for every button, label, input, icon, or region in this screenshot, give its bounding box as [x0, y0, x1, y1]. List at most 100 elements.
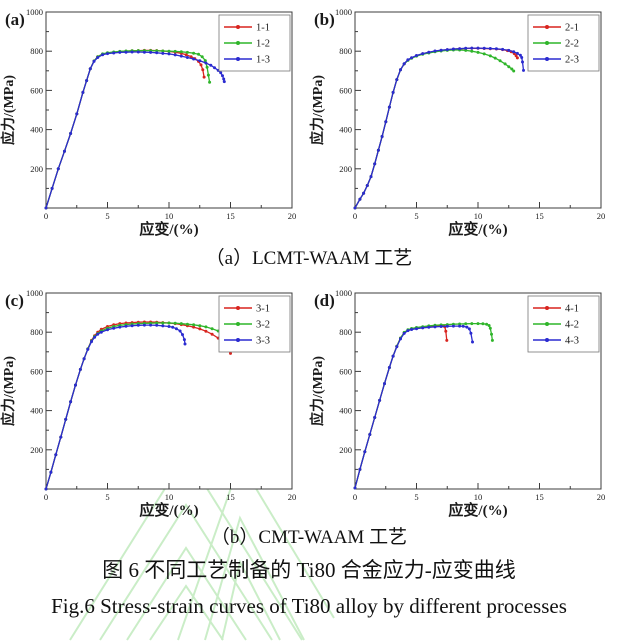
- series-marker-2-3: [470, 46, 474, 50]
- series-marker-1-1: [189, 55, 193, 59]
- series-marker-3-3: [106, 328, 109, 332]
- y-axis-label: 应力/(MPa): [0, 75, 17, 145]
- legend-marker-2-2: [545, 41, 549, 45]
- series-marker-1-3: [85, 79, 89, 83]
- series-marker-2-3: [391, 90, 395, 94]
- series-marker-2-2: [498, 59, 502, 63]
- y-tick-label: 200: [339, 164, 352, 174]
- series-marker-3-3: [178, 329, 182, 333]
- series-marker-1-3: [44, 206, 48, 210]
- series-marker-4-3: [391, 354, 395, 358]
- series-marker-2-3: [376, 148, 380, 152]
- series-marker-4-3: [378, 398, 382, 402]
- series-marker-4-3: [458, 324, 462, 328]
- legend-label-2-2: 2-2: [565, 39, 579, 50]
- legend-marker-3-1: [236, 306, 240, 310]
- series-marker-3-1: [229, 351, 232, 355]
- series-marker-1-2: [173, 49, 177, 53]
- series-marker-2-2: [510, 67, 514, 71]
- series-marker-2-3: [358, 197, 362, 201]
- series-marker-4-3: [439, 325, 443, 328]
- series-marker-1-2: [200, 55, 204, 59]
- x-tick-label: 5: [105, 211, 109, 221]
- series-marker-3-3: [130, 324, 134, 328]
- series-marker-4-3: [465, 325, 469, 329]
- legend-marker-2-3: [545, 57, 549, 61]
- series-marker-1-3: [155, 51, 159, 55]
- caption-group-a: （a）LCMT-WAAM 工艺: [205, 248, 413, 269]
- series-marker-3-3: [112, 326, 116, 330]
- legend-marker-1-1: [236, 25, 240, 29]
- series-marker-3-3: [74, 383, 77, 387]
- series-marker-2-3: [369, 175, 373, 179]
- y-tick-label: 400: [339, 125, 352, 135]
- series-marker-3-2: [192, 323, 196, 327]
- series-marker-1-2: [167, 49, 171, 53]
- series-marker-3-3: [124, 324, 128, 328]
- series-marker-4-3: [427, 325, 431, 329]
- series-marker-1-1: [199, 63, 203, 67]
- series-marker-3-3: [155, 323, 159, 327]
- series-marker-3-3: [174, 327, 178, 331]
- series-marker-4-3: [445, 324, 449, 328]
- series-marker-2-3: [353, 206, 357, 210]
- series-marker-4-3: [358, 467, 362, 471]
- y-tick-label: 600: [30, 366, 43, 376]
- series-marker-2-3: [439, 48, 443, 52]
- series-marker-1-3: [173, 53, 177, 57]
- series-marker-2-3: [512, 50, 516, 54]
- series-marker-1-1: [201, 68, 205, 72]
- series-marker-4-3: [373, 416, 377, 419]
- series-marker-2-3: [507, 48, 511, 52]
- series-marker-3-3: [69, 400, 73, 404]
- x-axis-label: 应变/(%): [139, 501, 198, 519]
- legend-label-1-3: 1-3: [256, 55, 270, 66]
- series-marker-1-3: [142, 50, 146, 54]
- series-marker-2-2: [503, 62, 507, 66]
- y-tick-label: 400: [30, 406, 43, 416]
- series-marker-4-1: [444, 329, 448, 333]
- series-marker-4-3: [383, 382, 386, 386]
- series-marker-2-3: [402, 62, 406, 66]
- figure-caption-chinese: 图 6 不同工艺制备的 Ti80 合金应力-应变曲线: [102, 558, 516, 582]
- series-marker-2-3: [380, 135, 384, 138]
- series-marker-3-3: [99, 330, 103, 334]
- series-marker-2-1: [515, 56, 519, 60]
- series-marker-2-2: [476, 50, 480, 54]
- series-marker-4-3: [368, 433, 372, 436]
- series-marker-1-1: [202, 75, 206, 79]
- series-marker-3-3: [90, 340, 93, 344]
- series-marker-3-3: [149, 323, 153, 327]
- series-marker-1-3: [96, 56, 100, 59]
- series-marker-1-3: [112, 51, 116, 55]
- series-marker-3-3: [171, 325, 175, 329]
- series-marker-2-3: [406, 58, 410, 62]
- series-marker-1-3: [69, 132, 73, 135]
- series-marker-4-2: [458, 322, 462, 326]
- series-marker-3-2: [161, 321, 165, 325]
- series-marker-3-2: [204, 325, 208, 329]
- x-tick-label: 0: [353, 492, 357, 502]
- series-marker-1-3: [209, 63, 213, 67]
- series-marker-1-3: [149, 50, 153, 54]
- series-marker-3-2: [179, 322, 183, 326]
- series-marker-2-3: [427, 50, 431, 54]
- y-tick-label: 600: [339, 366, 352, 376]
- series-marker-2-3: [476, 46, 480, 50]
- plot-frame: [354, 11, 602, 209]
- series-marker-4-2: [485, 322, 489, 326]
- series-marker-2-2: [470, 49, 474, 53]
- series-marker-3-3: [181, 333, 184, 337]
- y-axis-label: 应力/(MPa): [309, 356, 326, 426]
- figure-caption-english: Fig.6 Stress-strain curves of Ti80 alloy…: [51, 594, 567, 618]
- series-marker-3-3: [78, 367, 82, 371]
- series-marker-1-2: [203, 59, 207, 63]
- panel-label: (b): [314, 10, 335, 29]
- y-tick-label: 1000: [26, 288, 43, 298]
- x-tick-label: 5: [414, 211, 418, 221]
- series-marker-3-2: [173, 321, 177, 325]
- x-tick-label: 20: [597, 211, 606, 221]
- y-tick-label: 1000: [335, 288, 352, 298]
- series-marker-1-3: [118, 50, 122, 54]
- series-marker-2-3: [501, 47, 505, 51]
